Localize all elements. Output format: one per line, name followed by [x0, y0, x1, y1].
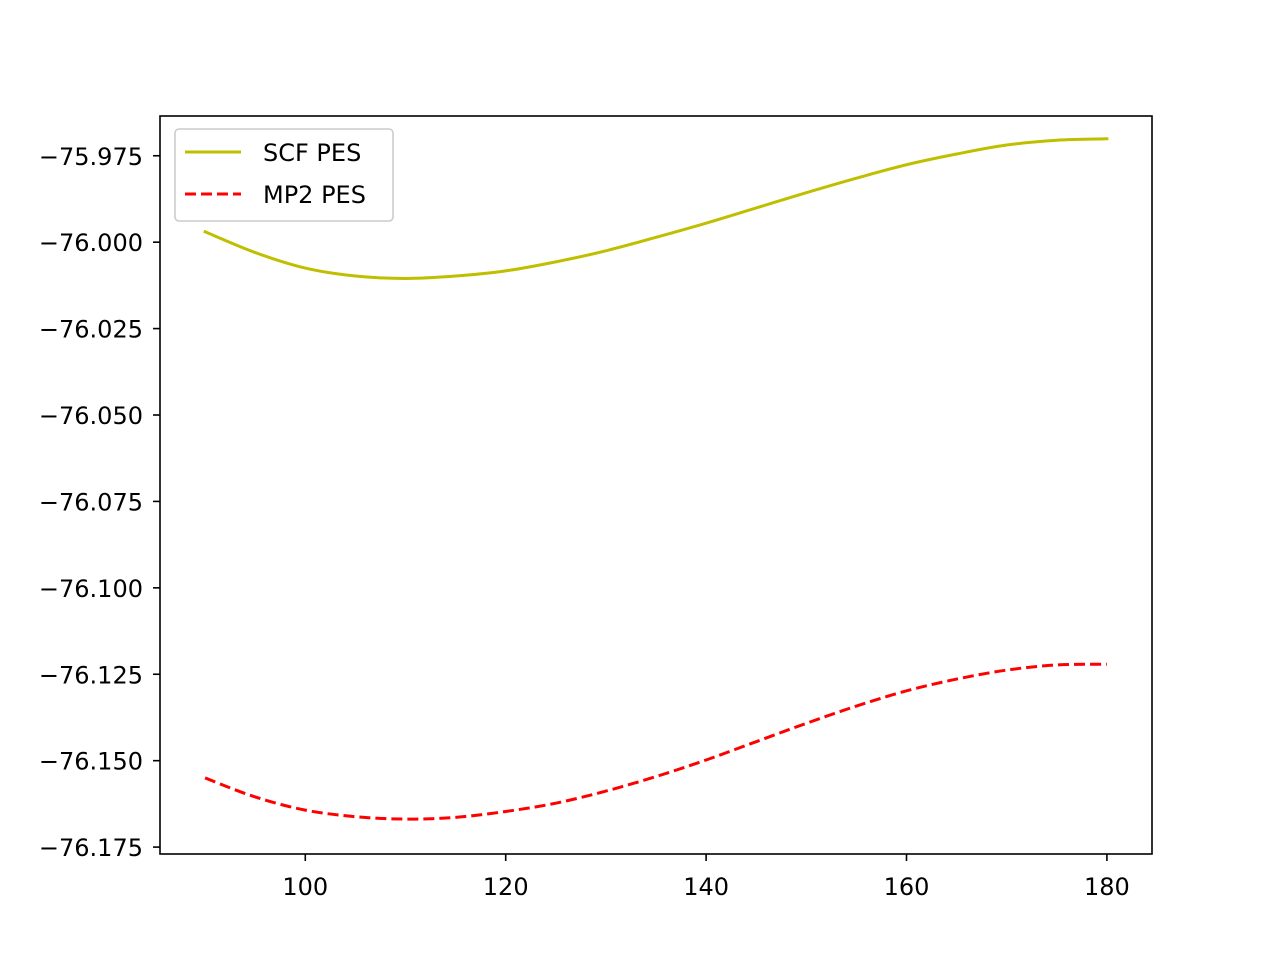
series-layer: [203, 137, 1109, 821]
x-tick-label: 120: [483, 873, 529, 901]
axes-frame: [159, 115, 1153, 855]
y-tick-label: −76.075: [39, 488, 143, 516]
series-line-mp2-pes: [204, 662, 1107, 821]
series-line-scf-pes: [203, 137, 1109, 280]
y-tick-label: −76.100: [39, 575, 143, 603]
y-tick-label: −76.050: [39, 402, 143, 430]
x-tick-label: 180: [1084, 873, 1130, 901]
legend-label-scf-pes: SCF PES: [263, 139, 361, 167]
y-tick-label: −75.975: [39, 143, 143, 171]
y-tick-label: −76.025: [39, 316, 143, 344]
y-tick-label: −76.125: [39, 661, 143, 689]
x-tick-label: 160: [884, 873, 930, 901]
y-tick-label: −76.150: [39, 748, 143, 776]
y-tick-label: −76.000: [39, 229, 143, 257]
x-tick-label: 140: [683, 873, 729, 901]
x-axis: 100 120 140 160 180: [282, 854, 1130, 901]
y-tick-label: −76.175: [39, 834, 143, 862]
legend: SCF PES MP2 PES: [174, 128, 394, 222]
x-tick-label: 100: [282, 873, 328, 901]
plot-area: [160, 116, 1152, 854]
y-axis: −75.975 −76.000 −76.025 −76.050 −76.075 −76.1…: [39, 143, 160, 862]
legend-label-mp2-pes: MP2 PES: [263, 181, 366, 209]
